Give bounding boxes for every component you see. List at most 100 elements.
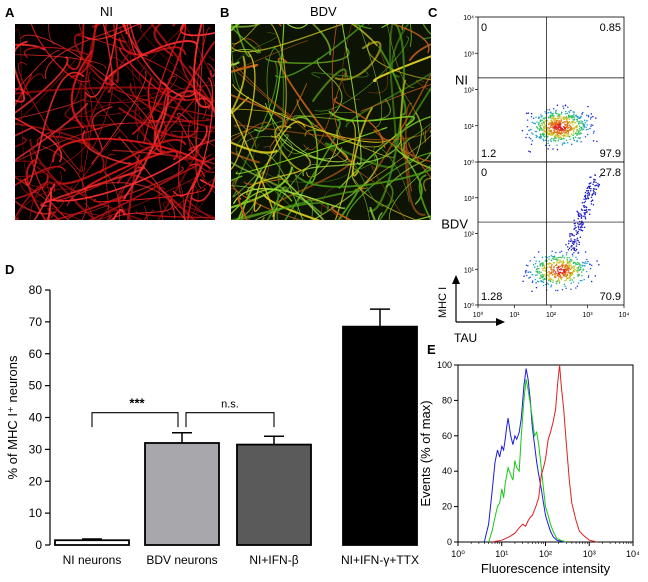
neurite <box>15 40 28 103</box>
y-tick-label: 40 <box>442 466 452 476</box>
neurite <box>131 24 187 135</box>
neurite <box>72 66 212 117</box>
significance-bracket <box>91 412 179 428</box>
neurite <box>274 24 365 78</box>
neurite <box>302 197 344 220</box>
x-tick-label: 10² <box>539 549 552 559</box>
flow-y-tick-label: 10¹ <box>464 124 475 131</box>
bar <box>144 442 220 546</box>
neurite <box>371 165 407 220</box>
y-tick-label: 80 <box>442 395 452 405</box>
neurite <box>422 24 431 35</box>
panel-c-letter: C <box>428 5 438 20</box>
neurite <box>160 40 215 137</box>
neurite <box>17 61 83 172</box>
neurite <box>15 102 89 162</box>
neurite <box>188 139 215 151</box>
neurite <box>105 153 116 220</box>
neurite <box>48 24 55 45</box>
neurite <box>231 114 257 148</box>
neurite <box>303 72 348 150</box>
y-axis-label: % of MHC I⁺ neurons <box>5 355 20 479</box>
x-tick-label: 10⁰ <box>451 549 465 559</box>
neurite <box>331 24 344 141</box>
neurite <box>367 41 431 81</box>
neurite <box>350 24 378 47</box>
neurite <box>189 65 213 110</box>
neurite <box>231 188 240 198</box>
neurite <box>158 186 166 220</box>
neurite <box>15 121 90 177</box>
x-axis-label: Fluorescence intensity <box>481 561 611 576</box>
neurite <box>15 181 56 220</box>
neurite <box>29 138 97 220</box>
neurite <box>291 116 319 183</box>
quadrant-percent: 27.8 <box>600 167 621 179</box>
quadrant-percent: 97.9 <box>600 148 621 160</box>
neurite <box>15 87 29 96</box>
neurite <box>286 24 308 29</box>
quadrant-percent: 1.2 <box>481 148 496 160</box>
neurite <box>15 94 87 120</box>
neurite <box>102 169 120 220</box>
neurite <box>15 50 60 93</box>
neurite <box>341 24 362 166</box>
bar <box>54 539 130 546</box>
panel-b-letter: B <box>220 5 230 20</box>
significance-bracket <box>185 412 275 428</box>
panel-a-letter: A <box>5 5 15 20</box>
neurite <box>296 99 384 148</box>
neurite <box>15 43 46 51</box>
neurite <box>59 84 215 141</box>
neurite <box>358 24 382 129</box>
neurite <box>352 107 373 177</box>
neurite <box>236 202 329 220</box>
flow-x-tick-label: 10² <box>546 312 557 319</box>
quadrant-percent: 0 <box>481 167 487 179</box>
significance-label: n.s. <box>221 399 239 411</box>
neurite <box>85 24 155 148</box>
neurite <box>232 31 278 84</box>
neurite <box>231 25 261 54</box>
neurite <box>195 24 204 188</box>
y-tick-label: 100 <box>437 360 452 370</box>
neurite <box>399 134 426 216</box>
neurite <box>378 182 394 220</box>
y-tick-label: 60 <box>29 347 43 361</box>
neurite <box>123 24 127 35</box>
neurite <box>193 184 215 220</box>
panel-e-letter: E <box>427 342 436 357</box>
neurite <box>23 46 92 63</box>
neurite <box>15 137 27 148</box>
neurite <box>360 134 431 190</box>
neurite <box>231 38 262 51</box>
neurite <box>15 58 77 126</box>
y-tick-label: 40 <box>29 411 43 425</box>
neurite <box>95 166 215 220</box>
flow-plot-ni: 10⁰ 10¹ 10² 10³ 10⁴ 0 0.85 1.2 97.9 NI <box>455 15 625 167</box>
neurite <box>16 188 86 220</box>
neurite <box>399 79 410 159</box>
neurite <box>143 210 155 220</box>
flow-y-tick-label: 10² <box>464 88 475 95</box>
neurite <box>231 55 250 114</box>
y-axis-label: Events (% of max) <box>418 400 433 506</box>
neurite <box>360 84 431 112</box>
neurite <box>352 24 372 30</box>
neurite <box>354 72 431 193</box>
neurite <box>84 24 142 40</box>
neurite <box>266 186 290 220</box>
neurite <box>405 146 431 171</box>
neurite <box>231 24 244 96</box>
neurite <box>231 52 256 170</box>
neurite <box>266 45 309 154</box>
y-tick-label: 0 <box>35 538 42 552</box>
bar <box>236 443 312 546</box>
y-tick-label: 70 <box>29 315 43 329</box>
x-tick-label: NI+IFN-γ+TTX <box>341 553 419 567</box>
neurite <box>303 199 313 220</box>
flow-x-tick-label: 10³ <box>582 312 593 319</box>
neurite <box>193 24 210 108</box>
y-tick-label: 50 <box>29 379 43 393</box>
neurite <box>255 24 287 138</box>
